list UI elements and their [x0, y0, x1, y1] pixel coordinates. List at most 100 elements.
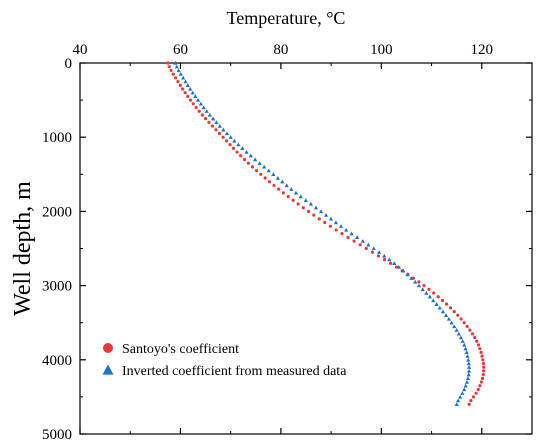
data-point — [360, 238, 365, 243]
data-point — [308, 201, 314, 206]
data-point — [452, 324, 457, 329]
data-point — [465, 376, 471, 381]
data-point — [366, 242, 371, 247]
data-point — [203, 117, 208, 121]
data-point — [338, 224, 344, 228]
data-point — [478, 347, 482, 351]
legend-marker-triangle — [102, 364, 114, 375]
data-point — [424, 290, 429, 295]
data-point — [358, 243, 362, 247]
data-point — [431, 298, 436, 303]
data-point — [183, 79, 188, 84]
data-point — [280, 179, 285, 184]
data-point — [476, 387, 480, 392]
data-point — [333, 220, 339, 225]
data-point — [452, 309, 456, 314]
data-point — [259, 172, 263, 176]
data-point — [466, 357, 471, 362]
data-point — [469, 399, 473, 403]
data-point — [275, 175, 280, 180]
data-point — [392, 261, 397, 266]
data-point — [448, 306, 453, 310]
data-point — [246, 161, 251, 165]
y-tick-label: 0 — [65, 56, 73, 72]
data-point — [481, 373, 485, 377]
data-point — [210, 116, 216, 121]
data-point — [188, 98, 193, 102]
data-point — [443, 313, 449, 317]
data-point — [355, 235, 360, 240]
data-point — [364, 246, 368, 251]
data-point — [420, 287, 425, 291]
data-point — [466, 368, 472, 373]
data-point — [470, 332, 475, 336]
data-point — [482, 365, 486, 369]
data-point — [387, 257, 392, 262]
legend: Santoyo's coefficient Inverted coefficien… — [102, 342, 347, 379]
x-tick-label: 60 — [173, 42, 188, 58]
data-point — [466, 365, 472, 369]
data-point — [198, 101, 203, 106]
data-point — [449, 320, 454, 325]
y-tick-label: 1000 — [42, 130, 72, 146]
data-point — [440, 309, 446, 314]
data-point — [207, 112, 212, 117]
data-point — [257, 161, 262, 165]
data-point — [181, 75, 186, 80]
data-point — [225, 139, 229, 143]
data-point — [210, 124, 215, 128]
data-point — [188, 86, 193, 91]
data-point — [207, 120, 211, 124]
data-point — [272, 183, 276, 188]
data-point — [455, 398, 461, 403]
data-point — [382, 258, 387, 262]
data-point — [458, 394, 463, 399]
data-point — [475, 339, 479, 343]
data-point — [382, 253, 387, 258]
data-point — [464, 350, 469, 355]
data-point — [178, 83, 182, 87]
data-point — [474, 391, 478, 395]
data-point — [306, 209, 311, 213]
data-point — [181, 87, 185, 91]
legend-label: Inverted coefficient from measured data — [122, 364, 347, 379]
data-point — [471, 395, 476, 399]
data-point — [253, 157, 258, 162]
data-point — [466, 361, 471, 366]
data-point — [344, 227, 349, 232]
data-point — [267, 180, 272, 184]
data-point — [194, 105, 198, 110]
data-point — [437, 305, 442, 310]
data-point — [456, 331, 461, 336]
data-point — [291, 198, 295, 202]
data-point — [214, 128, 218, 132]
series-inverted — [173, 60, 472, 406]
data-point — [263, 176, 267, 180]
data-point — [454, 402, 459, 406]
data-point — [174, 76, 178, 80]
data-point — [266, 168, 271, 173]
data-point — [456, 313, 460, 317]
data-point — [232, 138, 237, 143]
data-point — [201, 105, 206, 110]
data-point — [171, 72, 175, 76]
data-point — [244, 149, 249, 154]
data-point — [422, 284, 426, 288]
data-point — [349, 231, 354, 236]
data-point — [454, 328, 459, 332]
data-point — [313, 205, 319, 210]
data-point — [482, 369, 486, 373]
data-point — [231, 146, 236, 150]
data-point — [473, 335, 477, 340]
legend-label: Santoyo's coefficient — [122, 342, 239, 357]
data-point — [465, 324, 469, 329]
data-point — [248, 153, 253, 158]
axis-ticks: 40 60 80 100 120 0 1000 2000 3000 4000 5000 — [42, 42, 532, 443]
data-point — [480, 354, 484, 358]
data-point — [460, 339, 465, 343]
data-point — [401, 268, 406, 273]
data-point — [462, 321, 466, 325]
data-point — [214, 120, 219, 125]
data-point — [440, 298, 445, 303]
